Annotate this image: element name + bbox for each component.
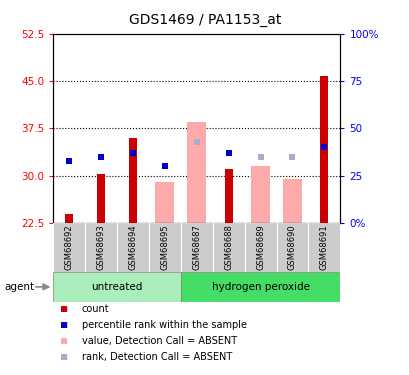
Text: ■: ■	[61, 320, 67, 330]
Text: GSM68689: GSM68689	[256, 225, 265, 270]
Text: GSM68694: GSM68694	[128, 225, 137, 270]
Bar	[187, 122, 206, 223]
Bar	[117, 223, 148, 272]
Bar	[148, 223, 180, 272]
Bar	[244, 223, 276, 272]
Bar	[85, 223, 117, 272]
Bar	[212, 223, 244, 272]
Text: untreated: untreated	[91, 282, 142, 292]
Text: GSM68688: GSM68688	[224, 225, 233, 270]
Text: ■: ■	[61, 304, 67, 314]
Text: GSM68691: GSM68691	[319, 225, 328, 270]
Text: agent: agent	[4, 282, 34, 292]
Text: value, Detection Call = ABSENT: value, Detection Call = ABSENT	[82, 336, 236, 346]
Bar	[97, 174, 105, 223]
Bar	[308, 223, 339, 272]
Bar	[224, 170, 232, 223]
Bar	[319, 76, 328, 223]
Text: ■: ■	[61, 336, 67, 346]
Text: rank, Detection Call = ABSENT: rank, Detection Call = ABSENT	[82, 352, 231, 362]
Bar	[282, 179, 301, 223]
Bar	[129, 138, 137, 223]
Text: ■: ■	[61, 352, 67, 362]
Bar	[53, 223, 85, 272]
Text: GDS1469 / PA1153_at: GDS1469 / PA1153_at	[128, 13, 281, 27]
Bar	[155, 182, 174, 223]
Text: GSM68695: GSM68695	[160, 225, 169, 270]
Text: hydrogen peroxide: hydrogen peroxide	[211, 282, 309, 292]
Text: GSM68690: GSM68690	[287, 225, 296, 270]
Text: percentile rank within the sample: percentile rank within the sample	[82, 320, 246, 330]
Bar	[276, 223, 308, 272]
Text: GSM68693: GSM68693	[97, 225, 106, 270]
Bar	[180, 272, 339, 302]
Bar	[65, 214, 73, 223]
Text: count: count	[82, 304, 109, 314]
Bar	[53, 272, 180, 302]
Bar	[250, 166, 270, 223]
Text: GSM68687: GSM68687	[192, 225, 201, 270]
Text: GSM68692: GSM68692	[65, 225, 74, 270]
Bar	[180, 223, 212, 272]
